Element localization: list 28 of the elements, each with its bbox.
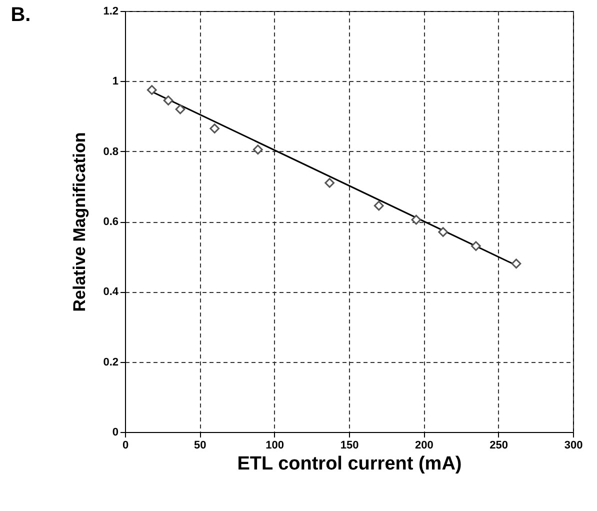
point — [374, 200, 384, 211]
point — [511, 258, 522, 269]
x-tick-label: 300 — [564, 440, 583, 452]
x-tick-label: 250 — [490, 440, 508, 452]
point — [324, 178, 335, 188]
point — [438, 227, 448, 237]
y-tick-label: 0.4 — [103, 286, 120, 298]
point — [210, 124, 220, 134]
chart-title: B. — [10, 4, 31, 26]
x-tick-label: 50 — [194, 440, 206, 452]
point — [163, 96, 174, 106]
y-tick-label: 0 — [112, 426, 118, 438]
x-tick-label: 200 — [414, 440, 434, 452]
x-tick-label: 100 — [266, 440, 284, 452]
y-tick-label: 0.6 — [103, 216, 118, 228]
y-tick-label: 0.2 — [103, 356, 118, 368]
x-tick-label: 0 — [122, 440, 129, 452]
x-axis-title: ETL control current (mA) — [237, 454, 462, 474]
y-tick-label: 1 — [112, 76, 118, 88]
point — [175, 104, 186, 114]
point — [146, 85, 157, 95]
point — [252, 144, 263, 155]
point — [471, 241, 481, 251]
y-tick-label: 1.2 — [103, 6, 118, 18]
point — [411, 214, 422, 225]
y-axis-title: Relative Magnification — [70, 132, 90, 312]
y-tick-label: 0.8 — [103, 146, 118, 158]
x-tick-label: 150 — [340, 440, 359, 452]
